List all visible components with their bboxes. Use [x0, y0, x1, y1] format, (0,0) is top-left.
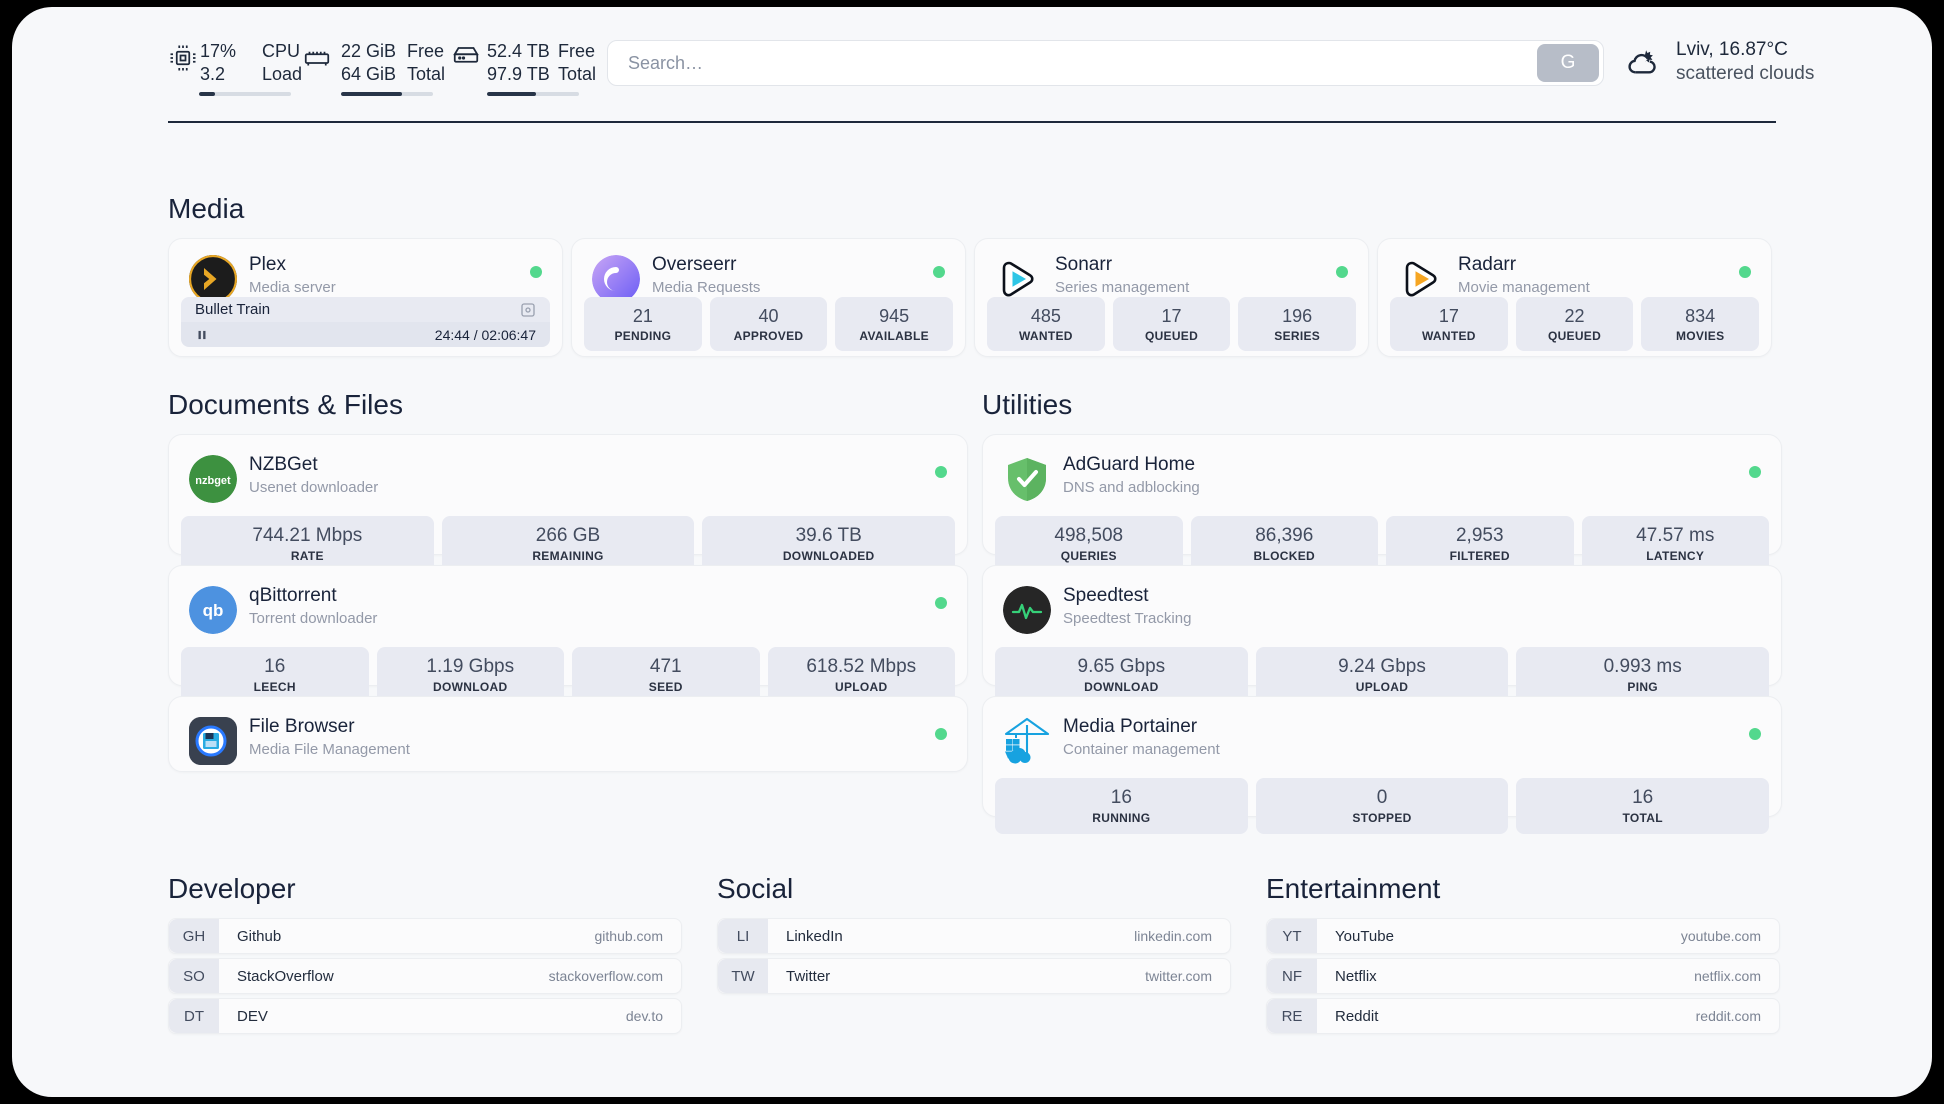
- svg-text:qb: qb: [203, 601, 224, 620]
- svg-text:nzbget: nzbget: [195, 475, 231, 487]
